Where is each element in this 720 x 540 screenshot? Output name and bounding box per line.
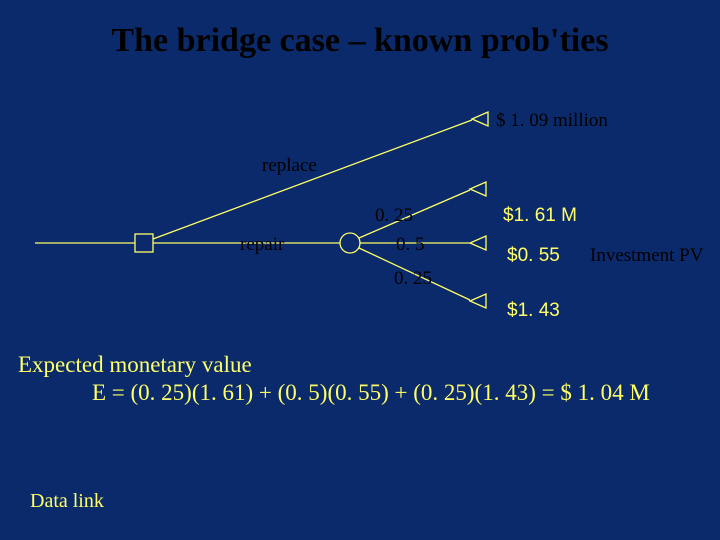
label-repair: repair: [240, 234, 284, 256]
label-v2: $0. 55: [507, 245, 560, 267]
label-v1: $1. 61 M: [503, 205, 577, 227]
label-inv_pv: Investment PV: [590, 245, 703, 267]
label-emv2: E = (0. 25)(1. 61) + (0. 5)(0. 55) + (0.…: [92, 380, 650, 406]
label-p1: 0. 25: [375, 205, 413, 227]
label-v3: $1. 43: [507, 300, 560, 322]
label-p3: 0. 25: [394, 268, 432, 290]
label-data_link: Data link: [30, 490, 104, 513]
label-replace_value: $ 1. 09 million: [496, 110, 608, 132]
slide-title: The bridge case – known prob'ties: [0, 22, 720, 60]
label-emv1: Expected monetary value: [18, 352, 252, 378]
label-p2: 0. 5: [396, 234, 425, 256]
decision-tree-svg: [0, 0, 720, 540]
label-replace: replace: [262, 155, 317, 177]
slide: The bridge case – known prob'ties $ 1. 0…: [0, 0, 720, 540]
